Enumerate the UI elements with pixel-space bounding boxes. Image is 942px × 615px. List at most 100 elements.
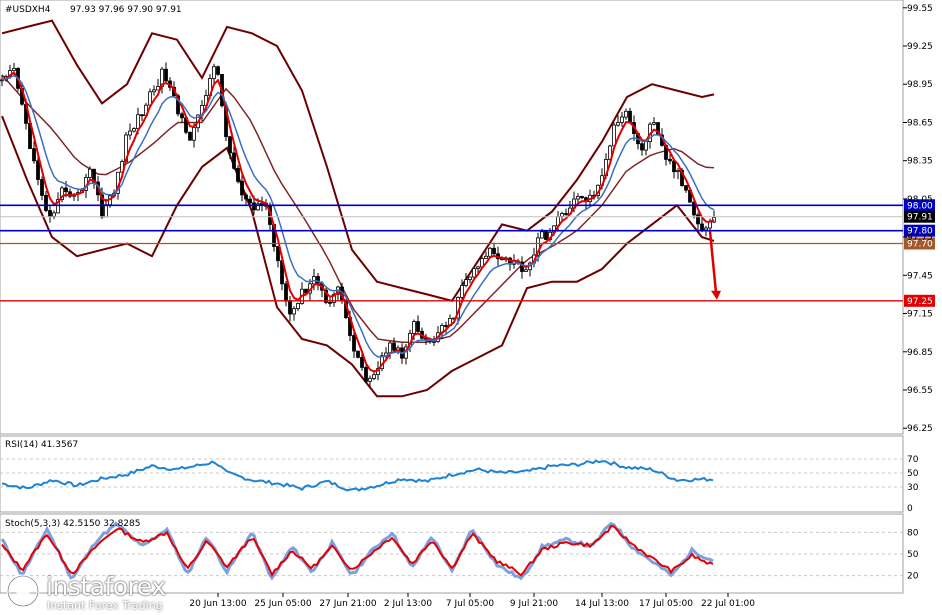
candle-body: [616, 122, 620, 126]
rsi-pane: [0, 435, 904, 513]
candle-body: [304, 288, 308, 294]
level-tag: [904, 237, 935, 250]
axis-tick-label: 50: [907, 469, 919, 479]
instaforex-logo: instaforex Instant Forex Trading: [6, 570, 196, 612]
candle-body: [488, 247, 492, 257]
logo-mark-icon: [6, 574, 40, 608]
candle-body: [232, 152, 236, 169]
time-axis: 20 Jun 13:00 25 Jun 05:00 27 Jun 21:00 2 Ju…: [189, 593, 755, 609]
time-tick-label: 25 Jun 05:00: [254, 599, 311, 609]
candle-body: [388, 342, 392, 354]
symbol-header: #USDXH4: [5, 5, 51, 15]
projection-layer: [708, 230, 721, 300]
candle-body: [212, 66, 216, 79]
candle-body: [332, 293, 336, 303]
candle-body: [484, 255, 488, 259]
candle-body: [676, 169, 680, 173]
candle-body: [444, 325, 448, 327]
projection-arrow-shaft: [708, 230, 718, 293]
candle-body: [44, 194, 48, 211]
price-tick-label: 99.25: [907, 42, 933, 52]
candle-body: [476, 266, 480, 269]
rsi-axis: 70 50 30 0: [907, 455, 919, 514]
candle-body: [564, 213, 568, 215]
time-tick-label: 27 Jun 21:00: [319, 599, 376, 609]
candle-body: [432, 340, 436, 343]
candle-body: [52, 212, 56, 217]
candle-body: [64, 187, 68, 193]
level-layer: 98.00 97.80 97.70 97.25: [0, 199, 935, 307]
rsi-label: RSI(14) 41.3567: [5, 440, 78, 450]
axis-tick-label: 30: [907, 483, 919, 493]
candle-body: [368, 377, 372, 382]
time-tick-label: 22 Jul 01:00: [701, 599, 755, 609]
axis-tick-label: 0: [907, 504, 913, 514]
candle-body: [48, 210, 52, 217]
stoch-label: Stoch(5,3,3) 42.5150 32.8285: [5, 519, 140, 529]
price-tick-label: 98.35: [907, 157, 933, 167]
rsi-line: [1, 459, 714, 492]
candle-body: [256, 203, 260, 211]
candle-body: [180, 113, 184, 119]
candle-body: [704, 227, 708, 231]
candle-body: [240, 180, 244, 196]
candle-body: [164, 68, 168, 82]
price-tick-label: 98.05: [907, 195, 933, 205]
candle-body: [328, 301, 332, 304]
candle-body: [248, 198, 252, 204]
ohlc-header: 97.93 97.96 97.90 97.91: [70, 5, 182, 15]
time-tick-label: 14 Jul 13:00: [575, 599, 629, 609]
candle-body: [192, 127, 196, 141]
stoch-line-layer: [0, 521, 714, 581]
candle-body: [412, 321, 416, 334]
candle-body: [36, 160, 40, 180]
candle-body: [360, 356, 364, 368]
current-price-layer: 97.91: [0, 210, 935, 223]
candle-body: [580, 196, 584, 199]
candle-body: [32, 148, 36, 162]
level-tag: [904, 224, 935, 237]
candle-body: [276, 246, 280, 262]
stoch-signal-line: [1, 524, 714, 578]
price-axis: 99.55 99.25 98.95 98.65 98.35 98.05 97.75 97.45…: [903, 4, 933, 434]
candle-body: [696, 214, 700, 225]
candle-body: [40, 179, 44, 196]
candle-body: [416, 321, 420, 332]
level-tag: [904, 199, 935, 212]
candle-body: [492, 247, 496, 255]
level-label: 97.80: [907, 227, 933, 237]
candle-body: [524, 269, 528, 272]
candle-body: [352, 335, 356, 352]
candle-body: [668, 158, 672, 162]
price-tick-label: 96.85: [907, 348, 933, 358]
candle-body: [60, 187, 64, 201]
price-tick-label: 97.75: [907, 233, 933, 243]
time-tick-label: 2 Jul 13:00: [384, 599, 433, 609]
ma-layer: [1, 71, 715, 373]
candle-body: [292, 308, 296, 315]
candle-body: [392, 342, 396, 351]
candle-body: [536, 237, 540, 256]
price-tick-label: 99.55: [907, 4, 933, 14]
axis-tick-label: 20: [907, 572, 919, 582]
price-tick-label: 97.45: [907, 271, 933, 281]
stoch-grid: [0, 531, 903, 577]
level-label: 97.70: [907, 240, 933, 250]
candle-body: [56, 199, 60, 214]
candle-body: [608, 145, 612, 160]
candle-body: [236, 167, 240, 182]
candle-body: [464, 279, 468, 286]
current-price-label: 97.91: [907, 213, 933, 223]
candle-body: [468, 276, 472, 280]
candle-body: [560, 213, 564, 217]
time-tick-label: 17 Jul 05:00: [639, 599, 693, 609]
fast-ma-line: [1, 71, 715, 373]
price-tick-label: 97.15: [907, 310, 933, 320]
candle-body: [576, 196, 580, 200]
candle-body: [672, 160, 676, 173]
candle-body: [652, 122, 656, 125]
upper-band-line: [1, 19, 715, 302]
candle-body: [624, 110, 628, 118]
candle-body: [188, 131, 192, 141]
